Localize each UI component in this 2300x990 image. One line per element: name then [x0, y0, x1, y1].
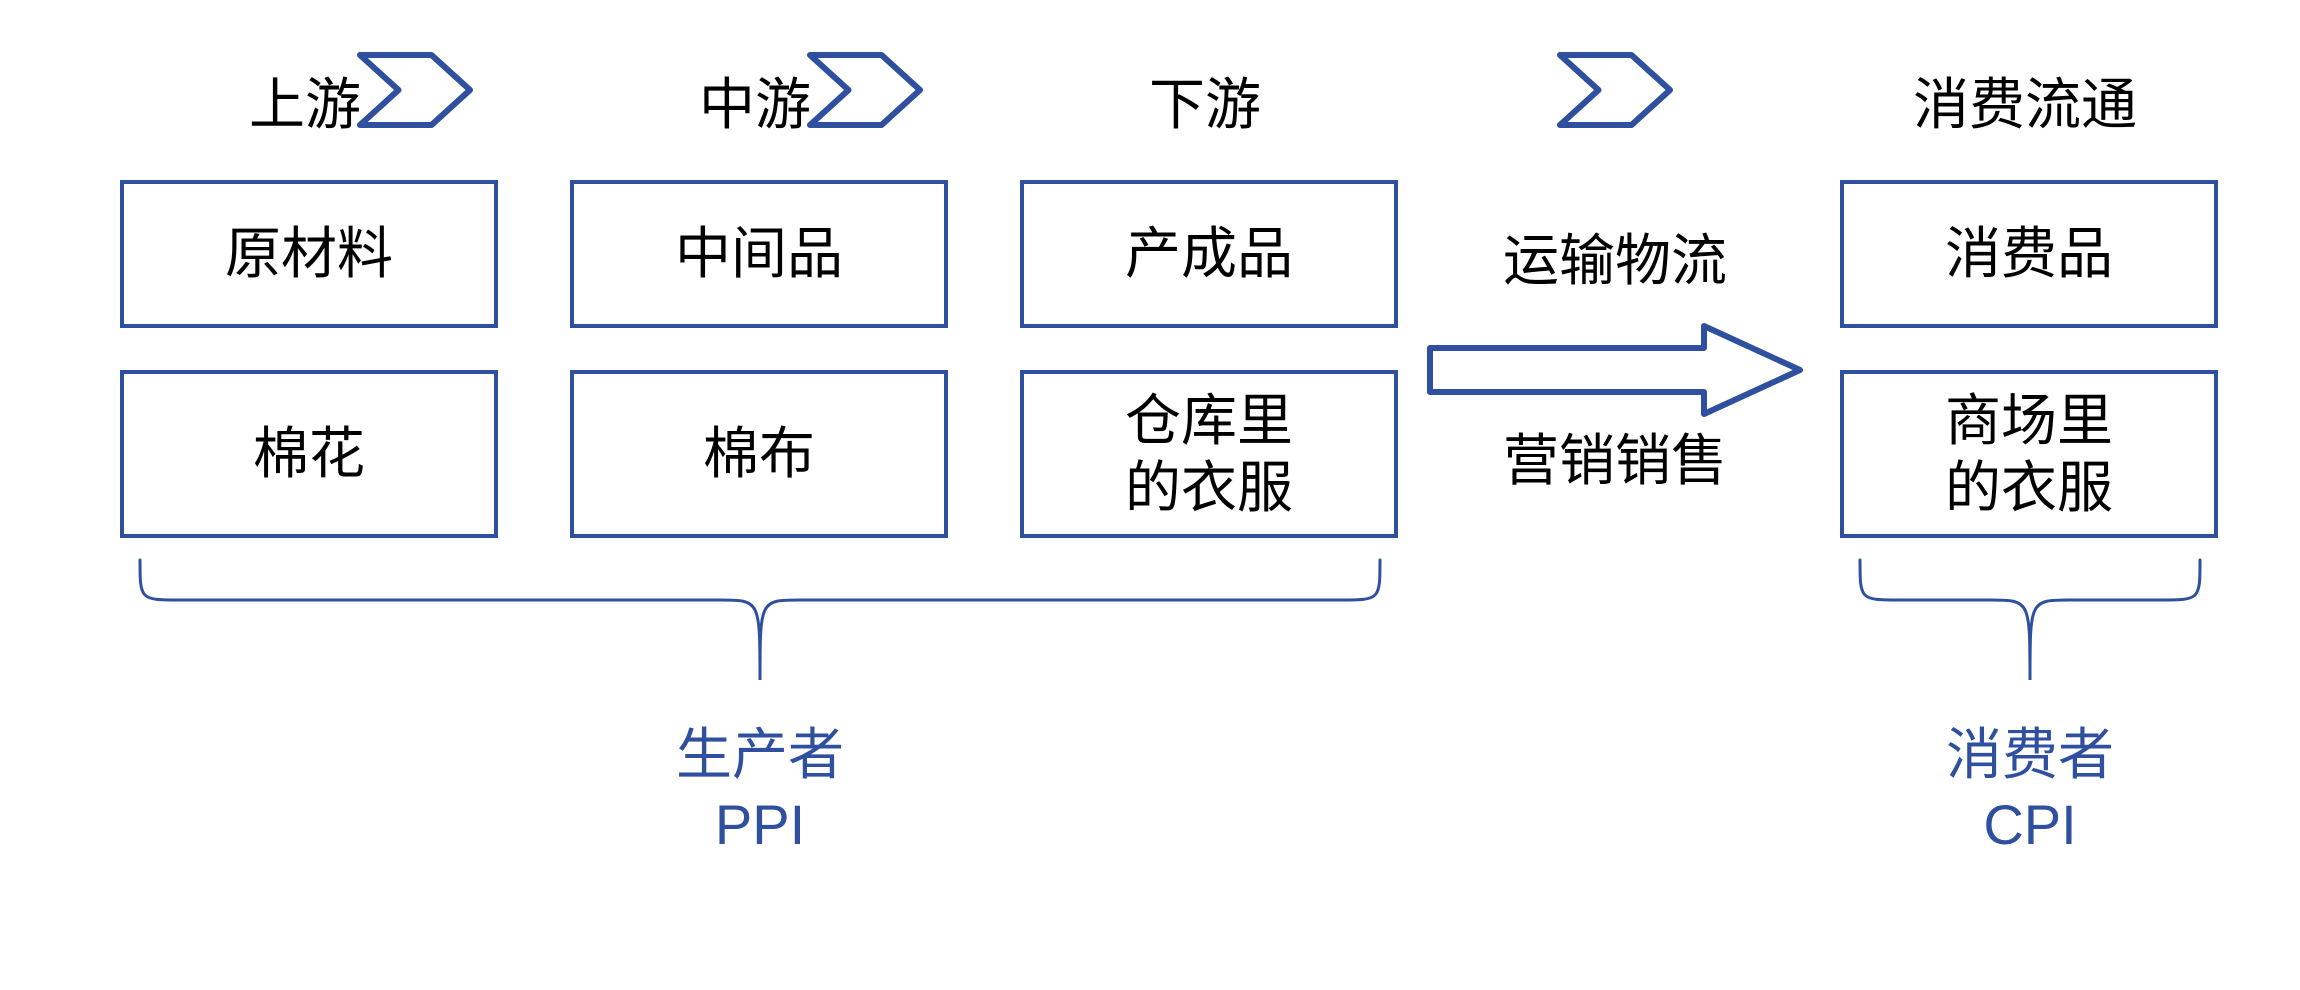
- block-arrow-icon: [1430, 326, 1800, 414]
- label-logistics: 运输物流: [1503, 216, 1727, 297]
- box-label: 原材料: [225, 220, 393, 287]
- box-intermediate: 中间品: [570, 180, 948, 328]
- box-label: 仓库里的衣服: [1125, 387, 1293, 521]
- box-label: 商场里的衣服: [1945, 387, 2113, 521]
- box-raw-material: 原材料: [120, 180, 498, 328]
- box-consumer-goods: 消费品: [1840, 180, 2218, 328]
- curly-brace-icon: [140, 560, 1380, 680]
- box-label: 中间品: [675, 220, 843, 287]
- box-cotton: 棉花: [120, 370, 498, 538]
- caption-line: CPI: [1946, 790, 2114, 860]
- box-store-clothes: 商场里的衣服: [1840, 370, 2218, 538]
- caption-ppi: 生产者 PPI: [676, 720, 844, 860]
- box-label: 产成品: [1125, 220, 1293, 287]
- caption-line: PPI: [676, 790, 844, 860]
- header-consumer: 消费流通: [1913, 60, 2137, 141]
- box-label: 消费品: [1945, 220, 2113, 287]
- caption-line: 生产者: [676, 720, 844, 790]
- chevron-icon: [1560, 55, 1670, 125]
- curly-brace-icon: [1860, 560, 2200, 680]
- box-finished-goods: 产成品: [1020, 180, 1398, 328]
- label-sales: 营销销售: [1503, 416, 1727, 497]
- caption-cpi: 消费者 CPI: [1946, 720, 2114, 860]
- header-upstream: 上游: [249, 60, 361, 141]
- chevron-icon: [360, 55, 470, 125]
- chevron-icon: [810, 55, 920, 125]
- box-warehouse-clothes: 仓库里的衣服: [1020, 370, 1398, 538]
- header-downstream: 下游: [1149, 60, 1261, 141]
- box-label: 棉花: [253, 420, 365, 487]
- header-midstream: 中游: [699, 60, 811, 141]
- box-cotton-cloth: 棉布: [570, 370, 948, 538]
- box-label: 棉布: [703, 420, 815, 487]
- caption-line: 消费者: [1946, 720, 2114, 790]
- diagram-root: { "layout": { "canvas_w": 2300, "canvas_…: [0, 0, 2300, 990]
